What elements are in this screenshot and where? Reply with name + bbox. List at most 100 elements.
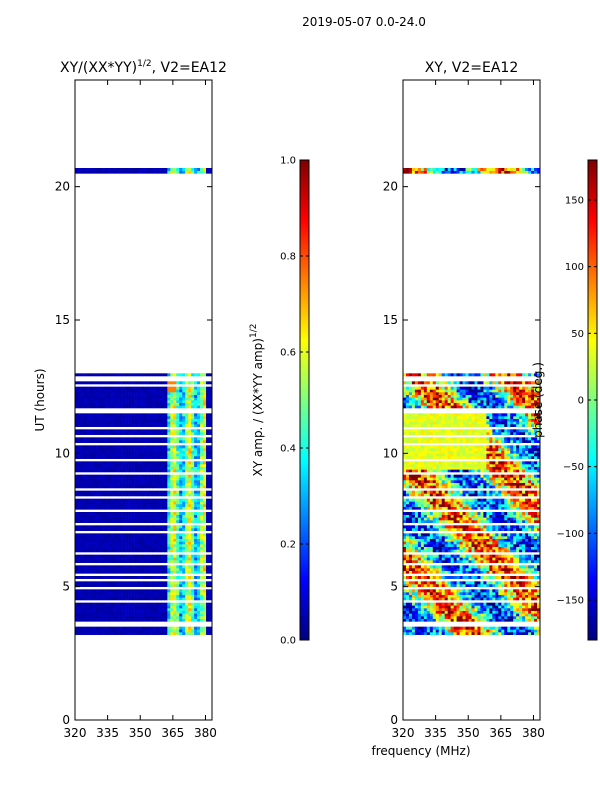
heatmap-cell [185,170,189,174]
heatmap-cell [113,565,117,569]
heatmap-cell [501,565,505,569]
heatmap-cell [107,400,112,403]
heatmap-cell [131,506,135,510]
heatmap-cell [86,445,91,449]
heatmap-cell [170,170,174,174]
heatmap-cell [441,616,445,619]
heatmap-cell [200,474,204,478]
heatmap-cell [80,493,85,497]
heatmap-cell [134,554,138,558]
heatmap-cell [155,512,159,515]
heatmap-cell [444,565,448,569]
heatmap-cell [113,389,117,393]
heatmap-cell [507,629,511,633]
heatmap-cell [513,632,517,635]
heatmap-cell [462,629,466,633]
heatmap-cell [471,546,475,550]
heatmap-cell [516,589,520,593]
heatmap-cell [516,629,520,633]
heatmap-cell [140,576,144,579]
heatmap-cell [432,581,437,585]
heatmap-cell [525,594,529,598]
heatmap-cell [191,525,195,529]
heatmap-cell [137,581,141,585]
heatmap-cell [489,626,493,630]
heatmap-cell [450,626,454,630]
heatmap-cell [152,394,156,398]
heatmap-cell [137,477,141,481]
heatmap-cell [456,632,460,635]
heatmap-cell [173,570,177,574]
heatmap-cell [516,557,520,561]
heatmap-cell [450,549,454,553]
heatmap-cell [414,594,419,598]
heatmap-cell [113,394,117,398]
heatmap-cell [188,405,192,409]
heatmap-cell [98,616,103,619]
heatmap-cell [197,413,201,417]
heatmap-cell [501,605,505,609]
heatmap-cell [146,568,150,571]
heatmap-cell [498,618,502,622]
heatmap-cell [435,536,440,539]
heatmap-cell [75,544,79,547]
heatmap-cell [75,373,79,377]
heatmap-cell [197,632,201,635]
heatmap-cell [161,480,165,483]
heatmap-cell [104,605,109,609]
heatmap-cell [155,632,159,635]
heatmap-cell [101,397,106,401]
heatmap-cell [480,613,484,617]
heatmap-cell [104,421,109,425]
heatmap-cell [95,616,100,619]
heatmap-cell [471,584,475,587]
heatmap-cell [480,565,484,569]
heatmap-cell [122,418,126,422]
heatmap-cell [131,413,135,417]
heatmap-cell [173,437,177,441]
heatmap-cell [101,392,106,395]
heatmap-cell [158,466,162,470]
heatmap-cell [414,605,419,609]
heatmap-cell [188,456,192,459]
heatmap-cell [170,592,174,595]
heatmap-cell [447,597,451,601]
heatmap-cell [131,485,135,489]
heatmap-cell [158,538,162,542]
heatmap-cell [125,589,129,593]
heatmap-cell [432,576,437,579]
heatmap-cell [188,440,192,443]
heatmap-cell [170,536,174,539]
heatmap-cell [450,592,454,595]
heatmap-cell [405,546,410,550]
heatmap-cell [209,541,212,545]
heatmap-cell [447,554,451,558]
heatmap-cell [182,394,186,398]
heatmap-cell [116,597,120,601]
heatmap-cell [104,632,109,635]
heatmap-cell [203,504,207,507]
heatmap-cell [164,424,168,427]
heatmap-cell [453,536,457,539]
heatmap-cell [420,629,425,633]
heatmap-cell [107,629,112,633]
heatmap-cell [176,618,180,622]
heatmap-cell [203,402,207,406]
heatmap-cell [152,602,156,606]
heatmap-cell [456,589,460,593]
heatmap-cell [188,538,192,542]
heatmap-cell [104,594,109,598]
heatmap-cell [504,544,508,547]
heatmap-cell [77,432,82,435]
heatmap-cell [408,546,413,550]
heatmap-cell [173,413,177,417]
heatmap-cell [468,570,472,574]
heatmap-cell [152,504,156,507]
heatmap-cell [203,437,207,441]
heatmap-cell [113,482,117,486]
heatmap-cell [95,440,100,443]
heatmap-cell [474,581,478,585]
heatmap-cell [113,618,117,622]
heatmap-cell [131,490,135,494]
heatmap-cell [420,602,425,606]
